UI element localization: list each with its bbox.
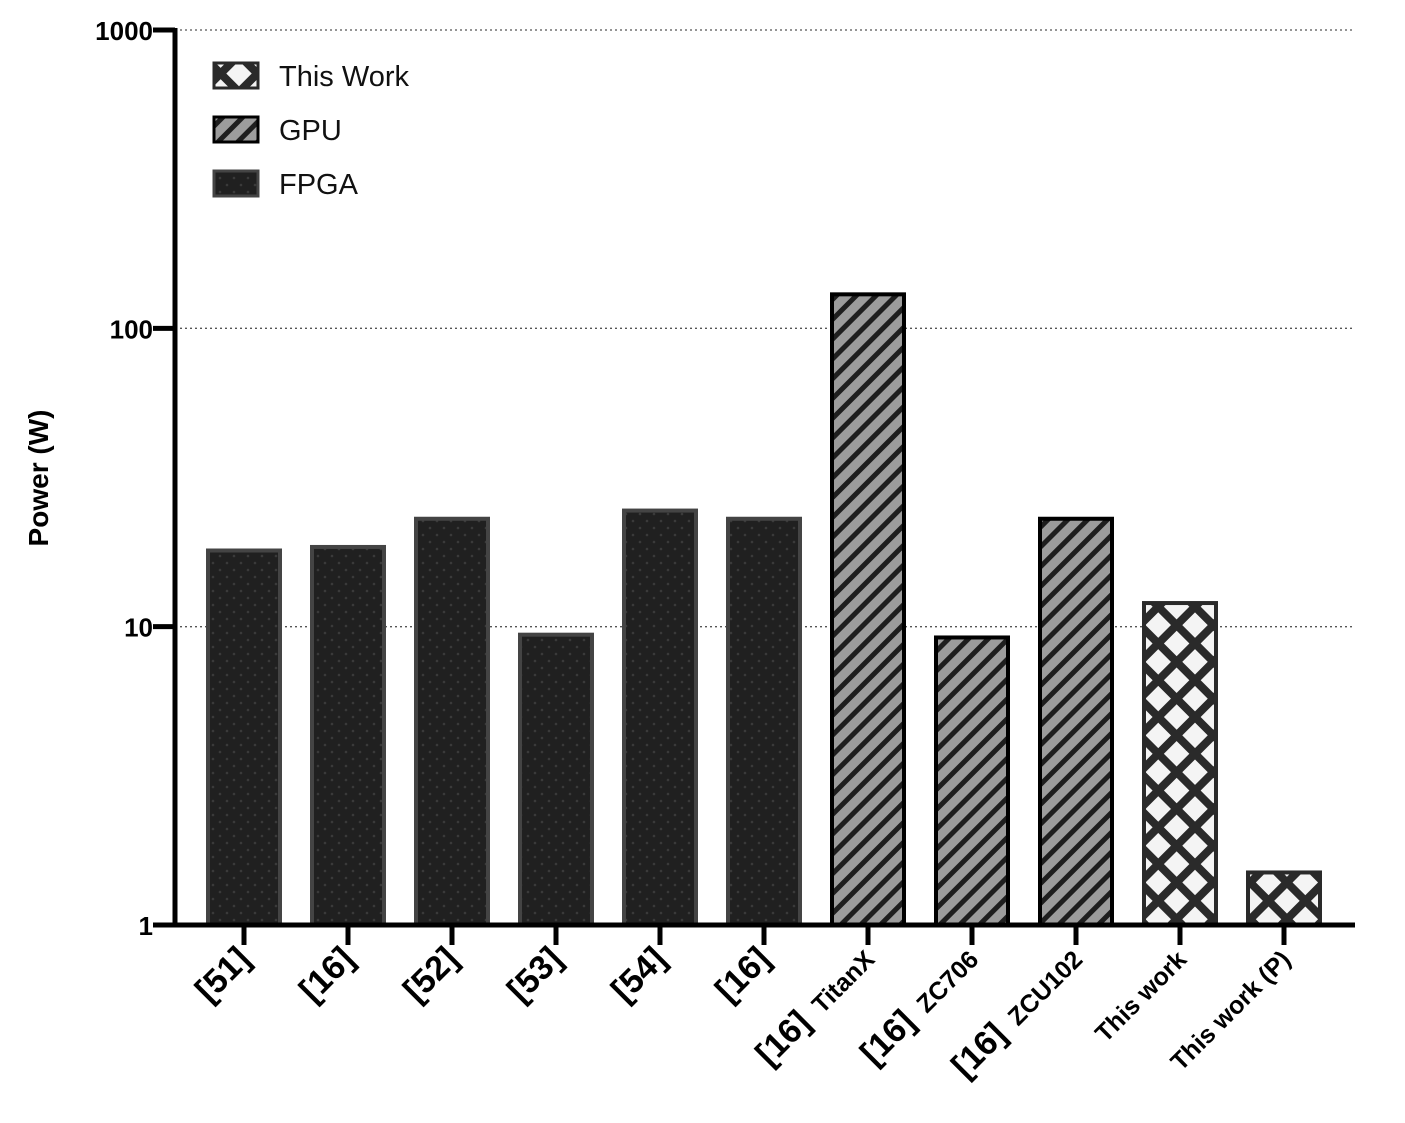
x-tick-label: [54] — [604, 940, 674, 1010]
bars — [206, 292, 1322, 928]
bar-5 — [726, 516, 802, 928]
y-tick-labels: 1 10 100 1000 — [95, 16, 153, 941]
bar-4 — [622, 508, 698, 927]
y-axis-label: Power (W) — [23, 410, 54, 547]
bar-9 — [1142, 601, 1218, 927]
legend-label-this-work: This Work — [279, 61, 409, 93]
bar-6 — [830, 292, 906, 928]
legend-label-fpga: FPGA — [279, 169, 359, 201]
legend-swatch-gpu — [212, 115, 260, 144]
legend-swatch-fpga — [212, 169, 260, 198]
y-tick-label: 1 — [139, 911, 153, 941]
y-tick-label: 1000 — [95, 16, 153, 46]
bar-0 — [206, 548, 282, 927]
x-tick-labels: [51] [16] [52] [53] [54] [16][16]TitanX[16]ZC… — [188, 940, 1296, 1085]
bar-8 — [1038, 516, 1114, 928]
x-tick-label: This work — [1090, 945, 1192, 1047]
legend: This Work GPU FPGA — [212, 61, 409, 201]
x-tick-label: [53] — [500, 940, 570, 1010]
bar-7 — [934, 635, 1010, 927]
bar-1 — [310, 544, 386, 927]
y-tick-label: 100 — [110, 314, 153, 344]
x-tick-label: [16] — [292, 940, 362, 1010]
bar-10 — [1246, 870, 1322, 928]
x-tick-label: [16] — [708, 940, 778, 1010]
bar-2 — [414, 516, 490, 928]
x-tick-label: [51] — [188, 940, 258, 1010]
y-tick-label: 10 — [124, 613, 153, 643]
legend-label-gpu: GPU — [279, 115, 342, 147]
legend-swatch-this-work — [212, 61, 260, 90]
bar-3 — [518, 632, 594, 927]
x-tick-label: [52] — [396, 940, 466, 1010]
axes — [153, 27, 1355, 945]
